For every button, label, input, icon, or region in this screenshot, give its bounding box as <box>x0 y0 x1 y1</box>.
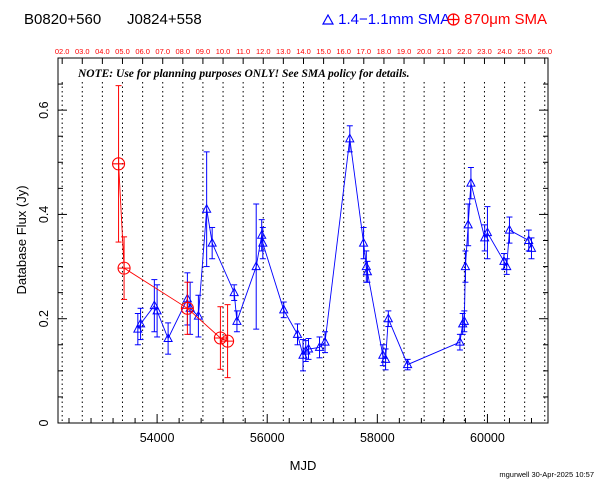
data-point-triangle <box>460 261 471 271</box>
source-name-b1950: B0820+560 <box>24 11 102 28</box>
circle-plus-icon <box>447 11 464 28</box>
data-point-triangle <box>466 177 476 187</box>
marker-cross <box>214 332 227 345</box>
top-axis-tick-label: 22.0 <box>457 47 472 56</box>
top-axis-tick-label: 04.0 <box>95 47 110 56</box>
legend-label-band1: 1.4−1.1mm SMA <box>338 11 451 28</box>
data-point-triangle <box>303 343 314 353</box>
top-axis-tick-label: 10.0 <box>216 47 231 56</box>
top-axis-tick-label: 21.0 <box>437 47 452 56</box>
top-axis-tick-label: 08.0 <box>176 47 191 56</box>
data-point-triangle <box>256 229 267 239</box>
y-tick-label: 0.4 <box>37 206 51 223</box>
data-point-triangle <box>377 349 388 359</box>
y-tick-label: 0.2 <box>37 310 51 327</box>
data-point-triangle <box>459 315 470 325</box>
data-point-triangle <box>320 336 330 346</box>
top-axis-tick-label: 09.0 <box>196 47 211 56</box>
top-axis-tick-label: 24.0 <box>497 47 512 56</box>
data-point-triangle <box>257 237 268 247</box>
top-axis-tick-label: 26.0 <box>537 47 552 56</box>
top-axis-tick-label: 19.0 <box>397 47 412 56</box>
top-axis-tick-label: 07.0 <box>155 47 170 56</box>
marker-cross <box>112 157 125 170</box>
data-point-triangle <box>358 237 369 247</box>
data-point-triangle <box>501 261 512 271</box>
x-tick-label: 60000 <box>470 431 505 445</box>
x-tick-label: 54000 <box>140 431 175 445</box>
top-axis-tick-label: 16.0 <box>336 47 351 56</box>
top-axis-tick-label: 06.0 <box>135 47 150 56</box>
legend-entry-band2: 870μm SMA <box>447 11 547 28</box>
data-point-triangle <box>362 266 373 276</box>
top-axis-tick-label: 20.0 <box>417 47 432 56</box>
data-point-triangle <box>207 237 217 247</box>
data-point-triangle <box>163 332 173 343</box>
data-point-triangle <box>482 227 493 237</box>
top-axis-tick-label: 18.0 <box>377 47 392 56</box>
top-axis-tick-label: 23.0 <box>477 47 492 56</box>
planning-note: NOTE: Use for planning purposes ONLY! Se… <box>77 68 410 80</box>
data-point-triangle <box>300 345 311 355</box>
top-axis-tick-label: 13.0 <box>276 47 291 56</box>
data-point-triangle <box>135 318 146 328</box>
source-name-j2000: J0824+558 <box>127 11 202 28</box>
credit-stamp: mgurwell 30-Apr-2025 10:57 <box>499 470 594 479</box>
y-tick-label: 0.6 <box>37 101 51 118</box>
top-axis-tick-label: 02.0 <box>55 47 70 56</box>
data-point-triangle <box>499 255 509 265</box>
data-point-circle-plus <box>117 261 131 275</box>
marker-cross <box>118 262 131 275</box>
data-point-triangle <box>201 203 212 213</box>
data-point-triangle <box>383 313 394 323</box>
series-line-1 <box>137 138 532 366</box>
y-tick-label: 0 <box>37 419 51 426</box>
marker-cross <box>221 335 234 348</box>
top-axis-tick-label: 15.0 <box>316 47 331 56</box>
data-point-triangle <box>193 310 204 320</box>
top-axis-tick-label: 25.0 <box>517 47 532 56</box>
marker-cross <box>181 302 194 315</box>
data-point-triangle <box>278 304 289 314</box>
data-series <box>112 85 537 379</box>
data-point-triangle <box>479 232 490 242</box>
data-point-triangle <box>229 287 240 297</box>
data-point-triangle <box>344 133 355 143</box>
data-point-triangle <box>526 242 537 252</box>
data-point-triangle <box>463 219 474 229</box>
data-point-triangle <box>149 300 160 310</box>
data-point-triangle <box>504 224 515 234</box>
data-point-triangle <box>232 315 242 325</box>
x-tick-label: 58000 <box>360 431 395 445</box>
top-axis-tick-label: 12.0 <box>256 47 271 56</box>
top-axis-tick-label: 11.0 <box>236 47 250 56</box>
data-point-triangle <box>132 323 143 333</box>
year-grid <box>61 82 546 423</box>
top-axis-tick-label: 14.0 <box>296 47 311 56</box>
data-point-triangle <box>251 261 262 271</box>
top-axis-tick-label: 05.0 <box>115 47 130 56</box>
data-point-circle-plus <box>180 301 194 315</box>
triangle-icon <box>321 11 338 28</box>
data-point-triangle <box>314 341 325 351</box>
x-tick-label: 56000 <box>250 431 285 445</box>
legend-entry-band1: 1.4−1.1mm SMA <box>321 11 451 28</box>
axes: 02.0 03.0 04.0 05.0 06.0 07.0 08.0 09.0 10.0 11.0… <box>37 47 552 445</box>
data-point-circle-plus <box>213 331 227 345</box>
data-point-triangle <box>455 336 465 346</box>
data-point-triangle <box>380 353 391 363</box>
data-point-triangle <box>292 328 303 338</box>
top-axis-tick-label: 17.0 <box>356 47 371 56</box>
data-point-circle-plus <box>112 157 126 171</box>
top-axis-tick-label: 03.0 <box>75 47 90 56</box>
data-point-triangle <box>152 305 162 315</box>
data-point-circle-plus <box>221 334 235 348</box>
legend-label-band2: 870μm SMA <box>464 11 548 28</box>
y-axis-label: Database Flux (Jy) <box>14 185 29 294</box>
data-point-triangle <box>523 234 534 244</box>
data-point-triangle <box>402 359 413 369</box>
series-line-2 <box>118 163 228 342</box>
x-axis-label: MJD <box>290 458 317 473</box>
